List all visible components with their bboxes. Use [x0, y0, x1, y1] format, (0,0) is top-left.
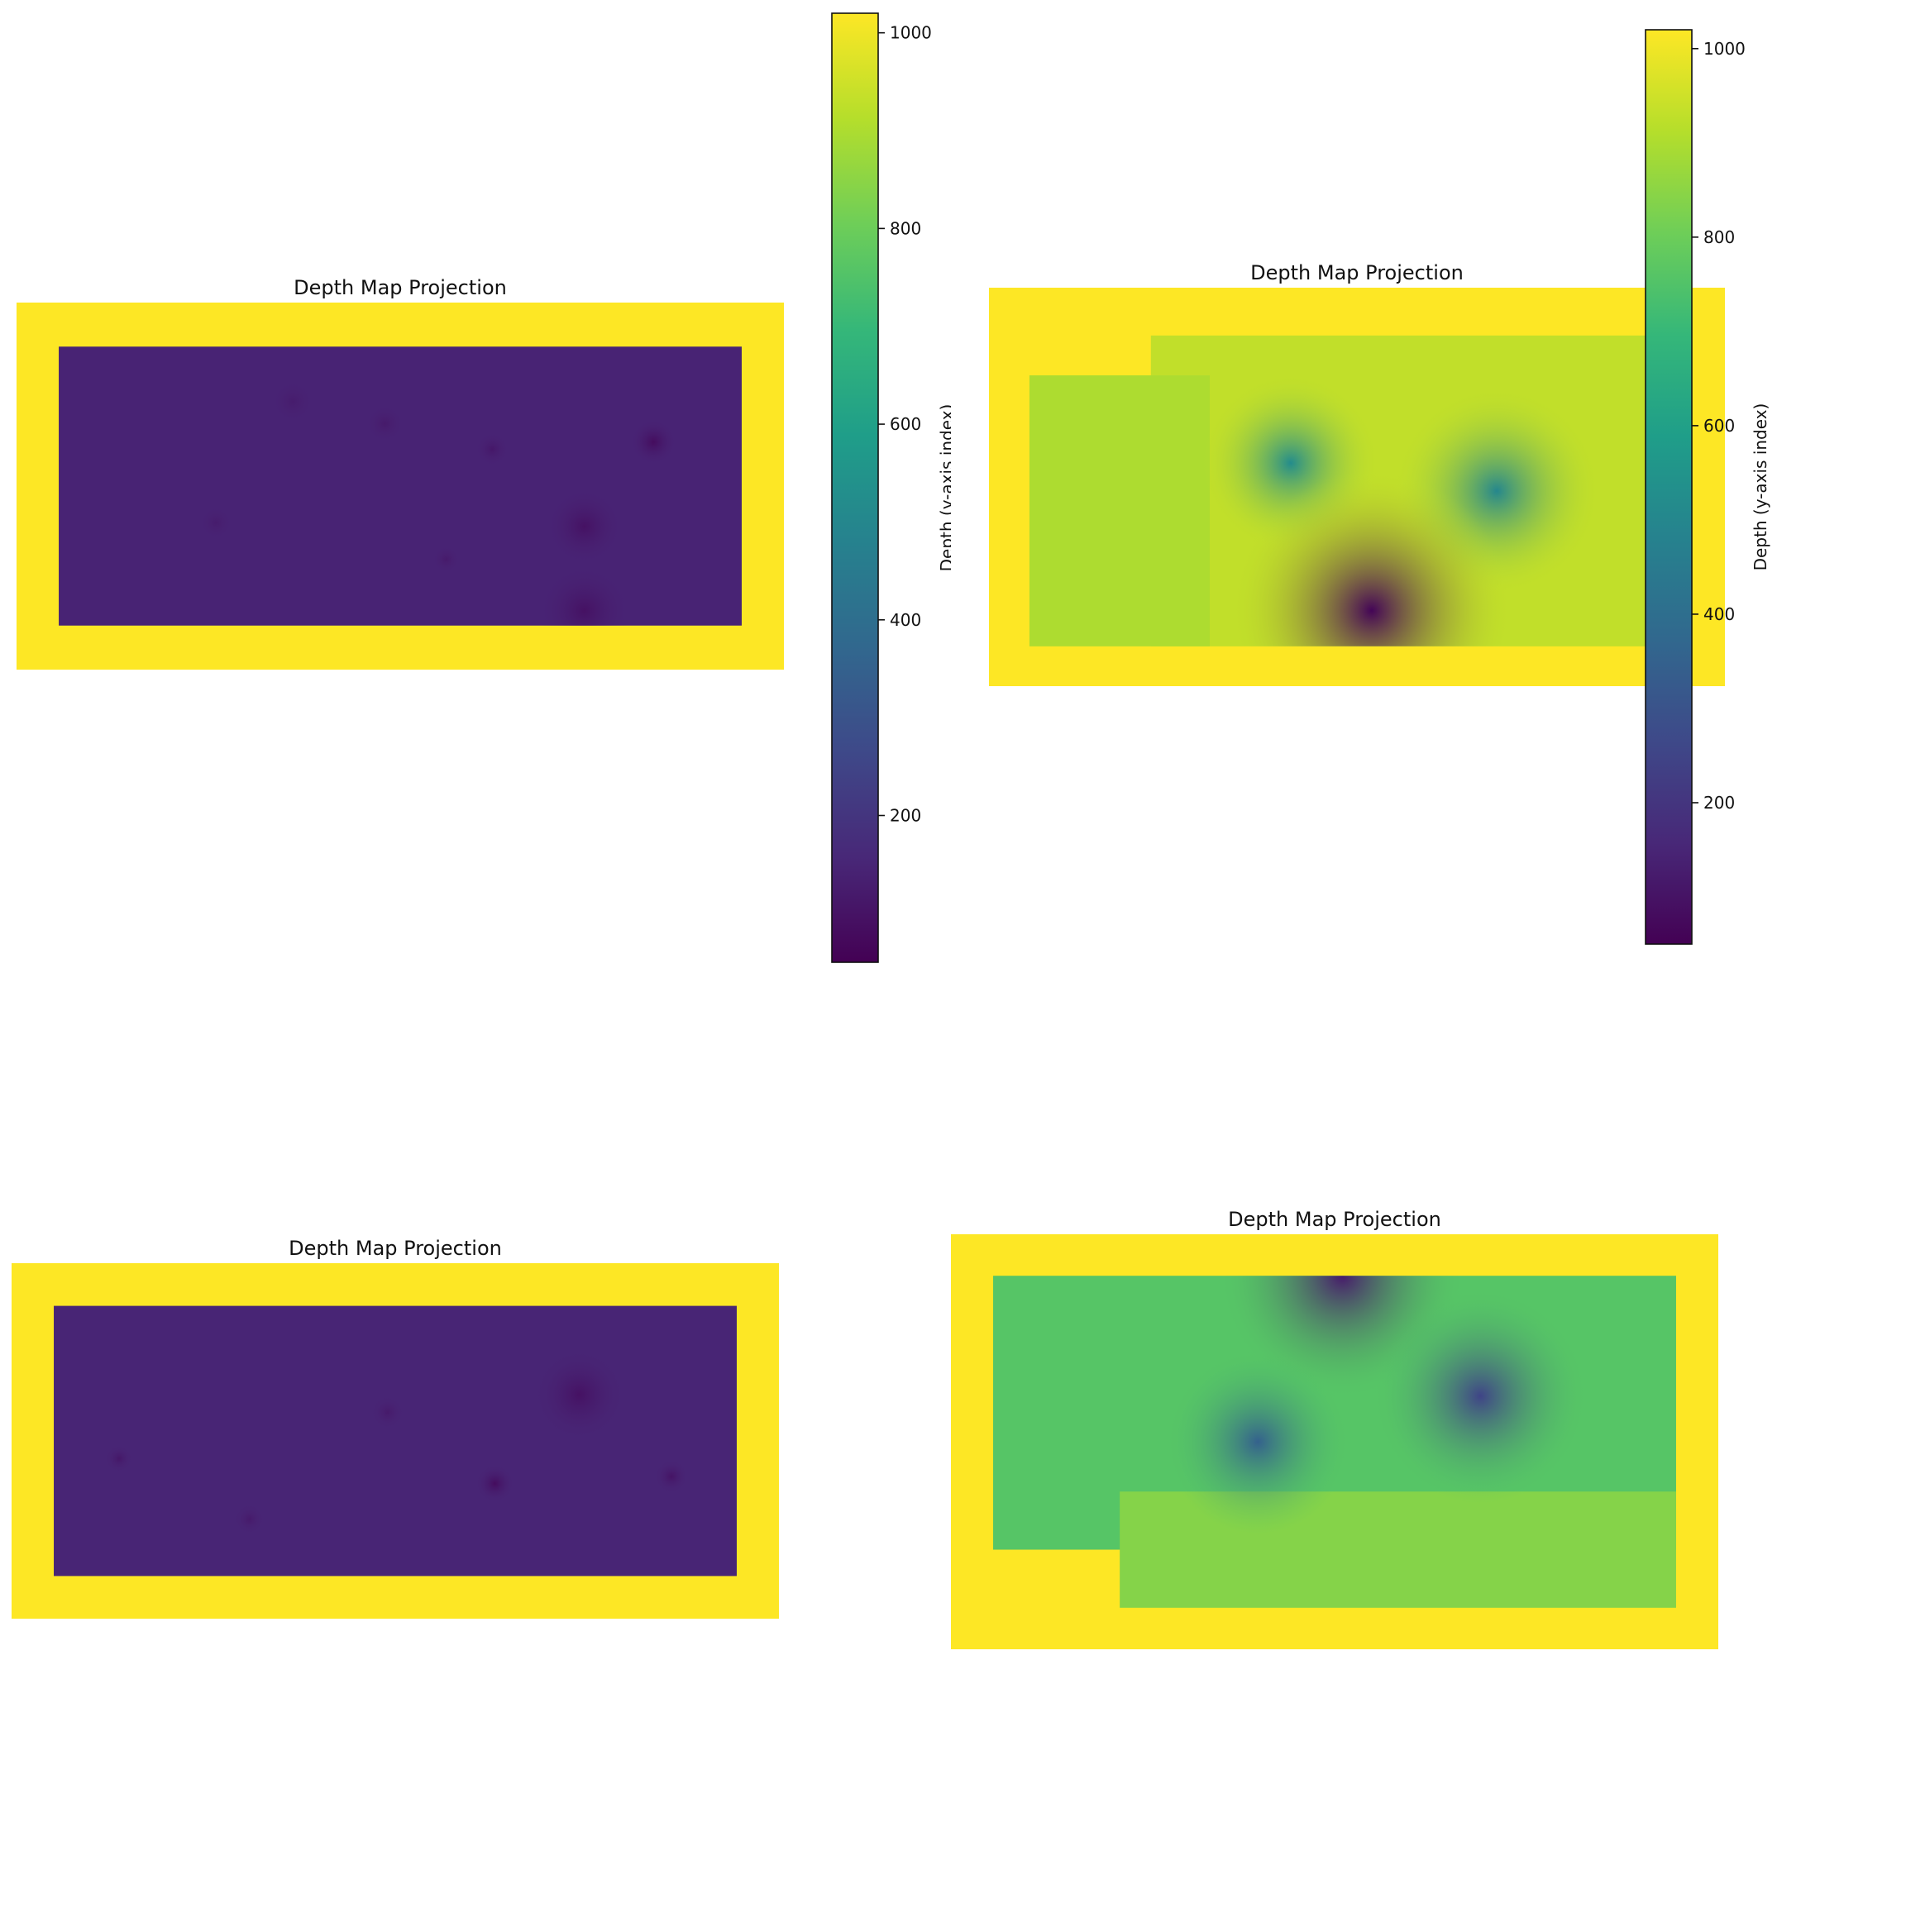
- colorbar-tick-label: 400: [890, 610, 921, 630]
- heatmap-chart-4: Depth Map Projection2004006008001000Dept…: [951, 1208, 1718, 1649]
- depth-spot-2: [475, 432, 509, 467]
- colorbar-tick-label: 800: [1703, 227, 1735, 247]
- colorbar-frame: [1645, 29, 1693, 945]
- depth-spot-2: [1373, 1288, 1588, 1504]
- depth-region-1: [1029, 375, 1210, 646]
- chart-title: Depth Map Projection: [1228, 1208, 1441, 1231]
- colorbar-frame: [831, 12, 879, 963]
- depth-spot-4: [546, 488, 623, 565]
- depth-spot-2: [475, 1464, 514, 1503]
- heatmap-chart-2: Depth Map Projection 200 400 600 800 1000 Dept…: [989, 29, 1770, 945]
- colorbar-label: Depth (y-axis index): [1751, 403, 1770, 571]
- chart-title: Depth Map Projection: [1250, 261, 1464, 284]
- chart-title: Depth Map Projection: [294, 276, 507, 299]
- colorbar-tick-label: 200: [890, 805, 921, 825]
- panel-bottom-right: Depth Map Projection2004006008001000Dept…: [951, 966, 1906, 1932]
- colorbar: [1646, 30, 1692, 944]
- depth-spot-3: [654, 1459, 689, 1494]
- depth-spot-0: [533, 1348, 626, 1441]
- colorbar-tick-label: 1000: [890, 23, 932, 43]
- chart-title: Depth Map Projection: [289, 1237, 502, 1260]
- colorbar-tick-label: 600: [890, 414, 921, 434]
- depth-spot-3: [630, 418, 677, 465]
- depth-spot-4: [370, 1395, 405, 1430]
- depth-spot-6: [198, 505, 233, 540]
- depth-spot-1: [105, 1444, 133, 1473]
- depth-spot-2: [1231, 470, 1512, 646]
- colorbar-tick-label: 200: [1703, 793, 1735, 813]
- colorbar-tick-label: 1000: [1703, 39, 1746, 59]
- colorbar-tick-label: 600: [1703, 416, 1735, 436]
- depth-spot-5: [234, 1504, 265, 1535]
- panel-top-left: Depth Map Projection 200 400 600 800 1000 Dept…: [0, 0, 951, 966]
- depth-spot-1: [1165, 1349, 1350, 1534]
- depth-region-0: [54, 1305, 737, 1577]
- colorbar-tick-label: 400: [1703, 604, 1735, 624]
- depth-spot-5: [538, 565, 631, 626]
- colorbar: [832, 13, 878, 962]
- depth-spot-0: [271, 379, 315, 423]
- depth-spot-1: [365, 404, 404, 443]
- heatmap-chart-1: Depth Map Projection 200 400 600 800 1000 Dept…: [17, 12, 951, 963]
- depth-spot-7: [432, 546, 461, 574]
- panel-top-right: Depth Map Projection 200 400 600 800 1000 Dept…: [951, 0, 1906, 966]
- depth-region-0: [59, 346, 742, 626]
- colorbar-tick-label: 800: [890, 218, 921, 238]
- colorbar-label: Depth (y-axis index): [937, 404, 951, 572]
